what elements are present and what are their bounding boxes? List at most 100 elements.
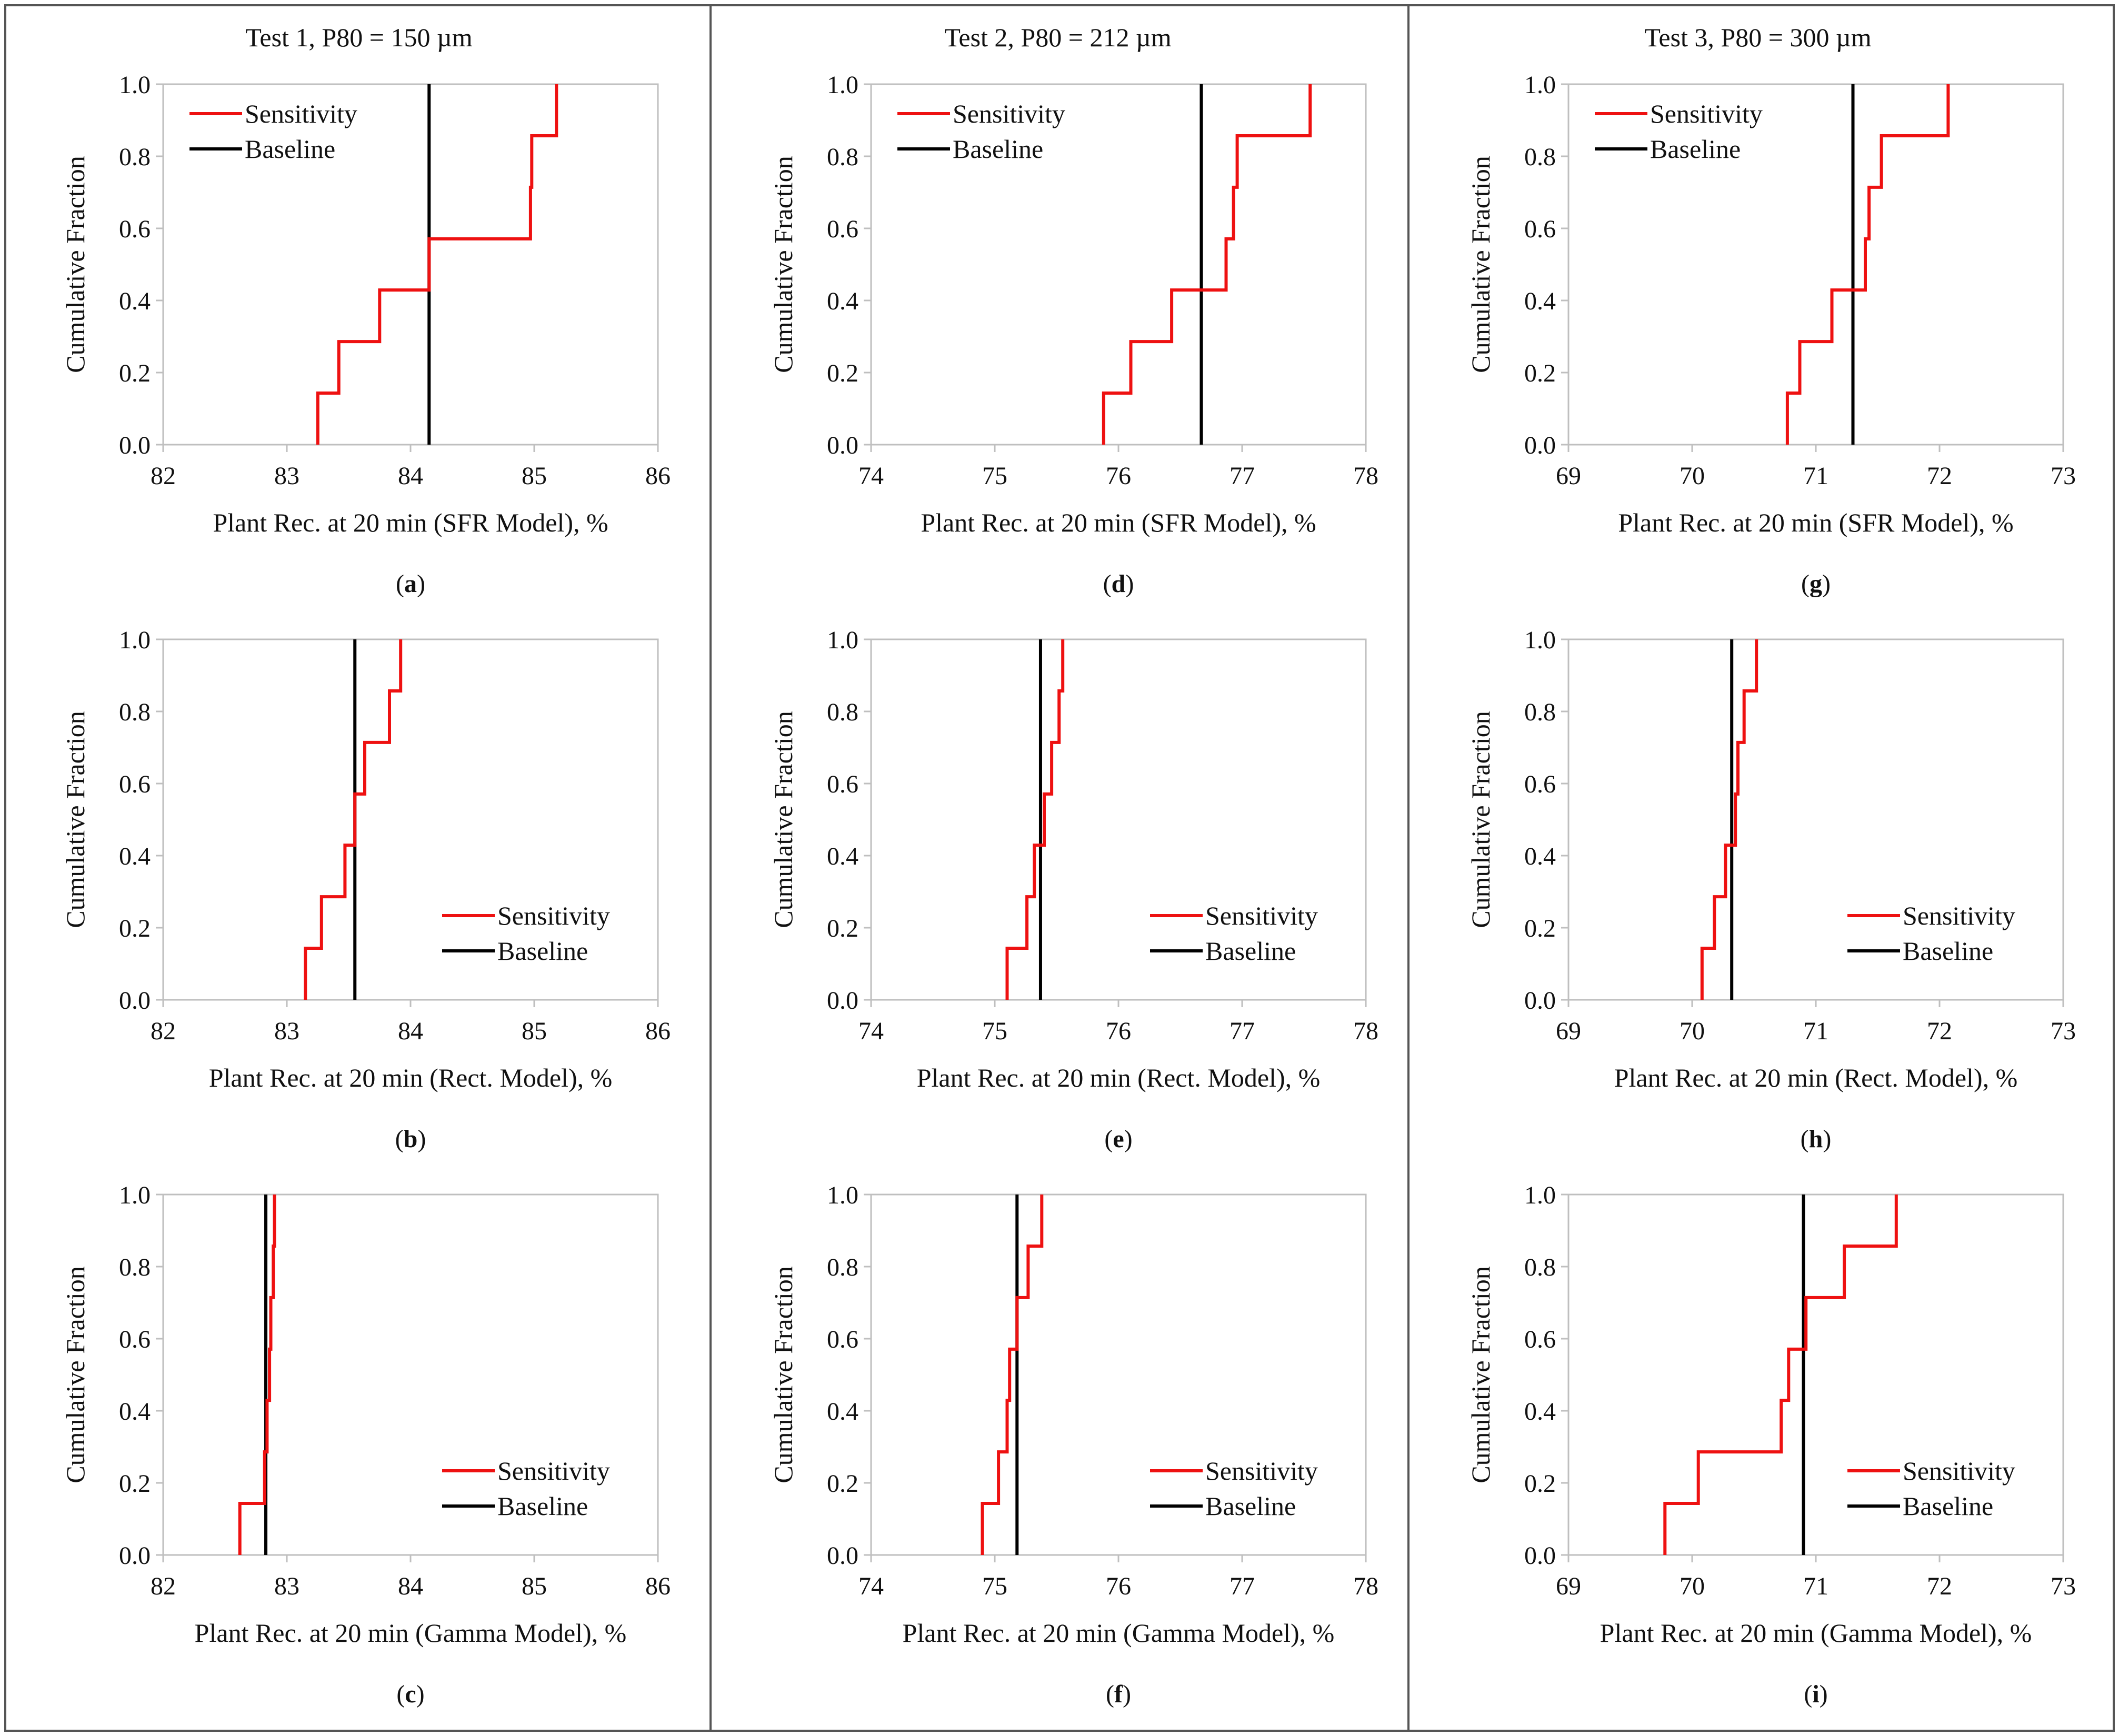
chart-panel-f: 0.0 0.2 0.4 0.6 0.8 1.0 74 75 76 77 78 Plant Rec. a…: [768, 1181, 1378, 1708]
x-tick-label: 84: [398, 462, 423, 490]
y-tick-label: 0.6: [119, 215, 151, 243]
x-tick-label: 73: [2051, 1017, 2076, 1045]
x-tick-label: 83: [274, 1017, 299, 1045]
y-tick-label: 1.0: [119, 1181, 151, 1209]
x-tick-label: 69: [1556, 462, 1581, 490]
panel-letter-h: (h): [1801, 1125, 1832, 1153]
y-axis-label: Cumulative Fraction: [768, 711, 798, 928]
panel-letter-f: (f): [1106, 1680, 1131, 1708]
sensitivity-step-line: [1102, 84, 1312, 445]
x-tick-label: 82: [151, 462, 176, 490]
chart-panel-i: 0.0 0.2 0.4 0.6 0.8 1.0 69 70 71 72 73 Plant Rec. a…: [1466, 1181, 2076, 1708]
y-tick-label: 0.6: [1524, 770, 1556, 798]
x-tick-label: 78: [1353, 1017, 1378, 1045]
x-tick-label: 70: [1680, 462, 1705, 490]
y-tick-label: 0.0: [1524, 1542, 1556, 1570]
y-tick-label: 0.8: [1524, 143, 1556, 171]
legend-label-baseline: Baseline: [1903, 1491, 1993, 1521]
y-tick-label: 1.0: [1524, 71, 1556, 99]
y-tick-label: 0.6: [119, 770, 151, 798]
figure-frame: [4, 4, 2115, 1732]
y-axis-label: Cumulative Fraction: [61, 711, 90, 928]
y-tick-label: 0.0: [119, 987, 151, 1015]
y-tick-label: 0.4: [827, 842, 858, 870]
y-axis-label: Cumulative Fraction: [61, 156, 90, 373]
y-tick-label: 0.6: [827, 1326, 858, 1353]
y-tick-label: 0.2: [1524, 915, 1556, 942]
y-tick-label: 0.8: [119, 1253, 151, 1281]
panel-letter-g: (g): [1801, 570, 1831, 598]
x-tick-label: 85: [522, 462, 547, 490]
sensitivity-step-line: [304, 639, 403, 1000]
y-tick-label: 0.4: [119, 842, 151, 870]
y-tick-label: 0.8: [119, 698, 151, 726]
y-axis-label: Cumulative Fraction: [61, 1266, 90, 1483]
legend-label-sensitivity: Sensitivity: [953, 99, 1065, 128]
y-tick-label: 0.6: [827, 215, 858, 243]
x-tick-label: 71: [1803, 1017, 1828, 1045]
legend-label-baseline: Baseline: [497, 936, 588, 966]
legend-label-baseline: Baseline: [497, 1491, 588, 1521]
x-tick-label: 76: [1106, 1572, 1131, 1600]
column-title-test-2: Test 2, P80 = 212 µm: [944, 23, 1171, 52]
sensitivity-step-line: [238, 1195, 276, 1555]
x-tick-label: 72: [1927, 462, 1952, 490]
y-tick-label: 0.6: [1524, 1326, 1556, 1353]
y-axis-label: Cumulative Fraction: [1466, 156, 1495, 373]
x-tick-label: 70: [1680, 1572, 1705, 1600]
x-tick-label: 77: [1230, 1572, 1255, 1600]
y-tick-label: 0.2: [827, 1470, 858, 1498]
x-tick-label: 78: [1353, 1572, 1378, 1600]
panel-letter-a: (a): [396, 570, 425, 598]
legend-label-baseline: Baseline: [1903, 936, 1993, 966]
chart-panels: 0.0 0.2 0.4 0.6 0.8 1.0 82 83 84 85 86 Plant Rec. a…: [61, 71, 2076, 1708]
y-tick-label: 0.8: [827, 1253, 858, 1281]
x-tick-label: 83: [274, 462, 299, 490]
x-axis-label: Plant Rec. at 20 min (SFR Model), %: [1618, 508, 2013, 537]
legend-label-sensitivity: Sensitivity: [1205, 1456, 1318, 1486]
y-tick-label: 0.2: [827, 915, 858, 942]
x-tick-label: 72: [1927, 1572, 1952, 1600]
legend-label-sensitivity: Sensitivity: [1903, 1456, 2015, 1486]
legend-label-baseline: Baseline: [245, 134, 335, 164]
y-tick-label: 0.4: [119, 1398, 151, 1426]
x-axis-label: Plant Rec. at 20 min (Rect. Model), %: [209, 1063, 613, 1092]
legend-label-sensitivity: Sensitivity: [1205, 901, 1318, 930]
y-tick-label: 0.2: [827, 359, 858, 387]
x-tick-label: 76: [1106, 462, 1131, 490]
y-tick-label: 0.8: [119, 143, 151, 171]
legend-label-sensitivity: Sensitivity: [497, 1456, 610, 1486]
x-tick-label: 84: [398, 1017, 423, 1045]
x-tick-label: 82: [151, 1572, 176, 1600]
chart-panel-e: 0.0 0.2 0.4 0.6 0.8 1.0 74 75 76 77 78 Plant Rec. a…: [768, 626, 1378, 1153]
y-tick-label: 0.6: [827, 770, 858, 798]
x-tick-label: 69: [1556, 1017, 1581, 1045]
x-tick-label: 72: [1927, 1017, 1952, 1045]
y-tick-label: 0.8: [1524, 698, 1556, 726]
x-tick-label: 85: [522, 1572, 547, 1600]
x-tick-label: 75: [982, 1572, 1007, 1600]
y-tick-label: 1.0: [119, 626, 151, 654]
legend-label-baseline: Baseline: [1205, 1491, 1296, 1521]
y-tick-label: 0.6: [1524, 215, 1556, 243]
y-tick-label: 0.2: [119, 359, 151, 387]
y-tick-label: 0.8: [827, 698, 858, 726]
y-tick-label: 0.0: [827, 432, 858, 459]
x-tick-label: 76: [1106, 1017, 1131, 1045]
sensitivity-step-line: [316, 84, 558, 445]
x-axis-label: Plant Rec. at 20 min (Gamma Model), %: [195, 1618, 627, 1648]
x-axis-label: Plant Rec. at 20 min (SFR Model), %: [921, 508, 1316, 537]
x-tick-label: 73: [2051, 1572, 2076, 1600]
chart-panel-c: 0.0 0.2 0.4 0.6 0.8 1.0 82 83 84 85 86 Plant Rec. a…: [61, 1181, 671, 1708]
legend-label-baseline: Baseline: [1205, 936, 1296, 966]
x-tick-label: 74: [858, 1017, 884, 1045]
sensitivity-step-line: [1785, 84, 1950, 445]
x-tick-label: 74: [858, 1572, 884, 1600]
x-axis-label: Plant Rec. at 20 min (Rect. Model), %: [917, 1063, 1321, 1092]
y-tick-label: 0.6: [119, 1326, 151, 1353]
chart-panel-b: 0.0 0.2 0.4 0.6 0.8 1.0 82 83 84 85 86 Plant Rec. a…: [61, 626, 671, 1153]
sensitivity-step-line: [1700, 639, 1758, 1000]
y-tick-label: 0.0: [119, 432, 151, 459]
panel-letter-b: (b): [395, 1125, 426, 1153]
